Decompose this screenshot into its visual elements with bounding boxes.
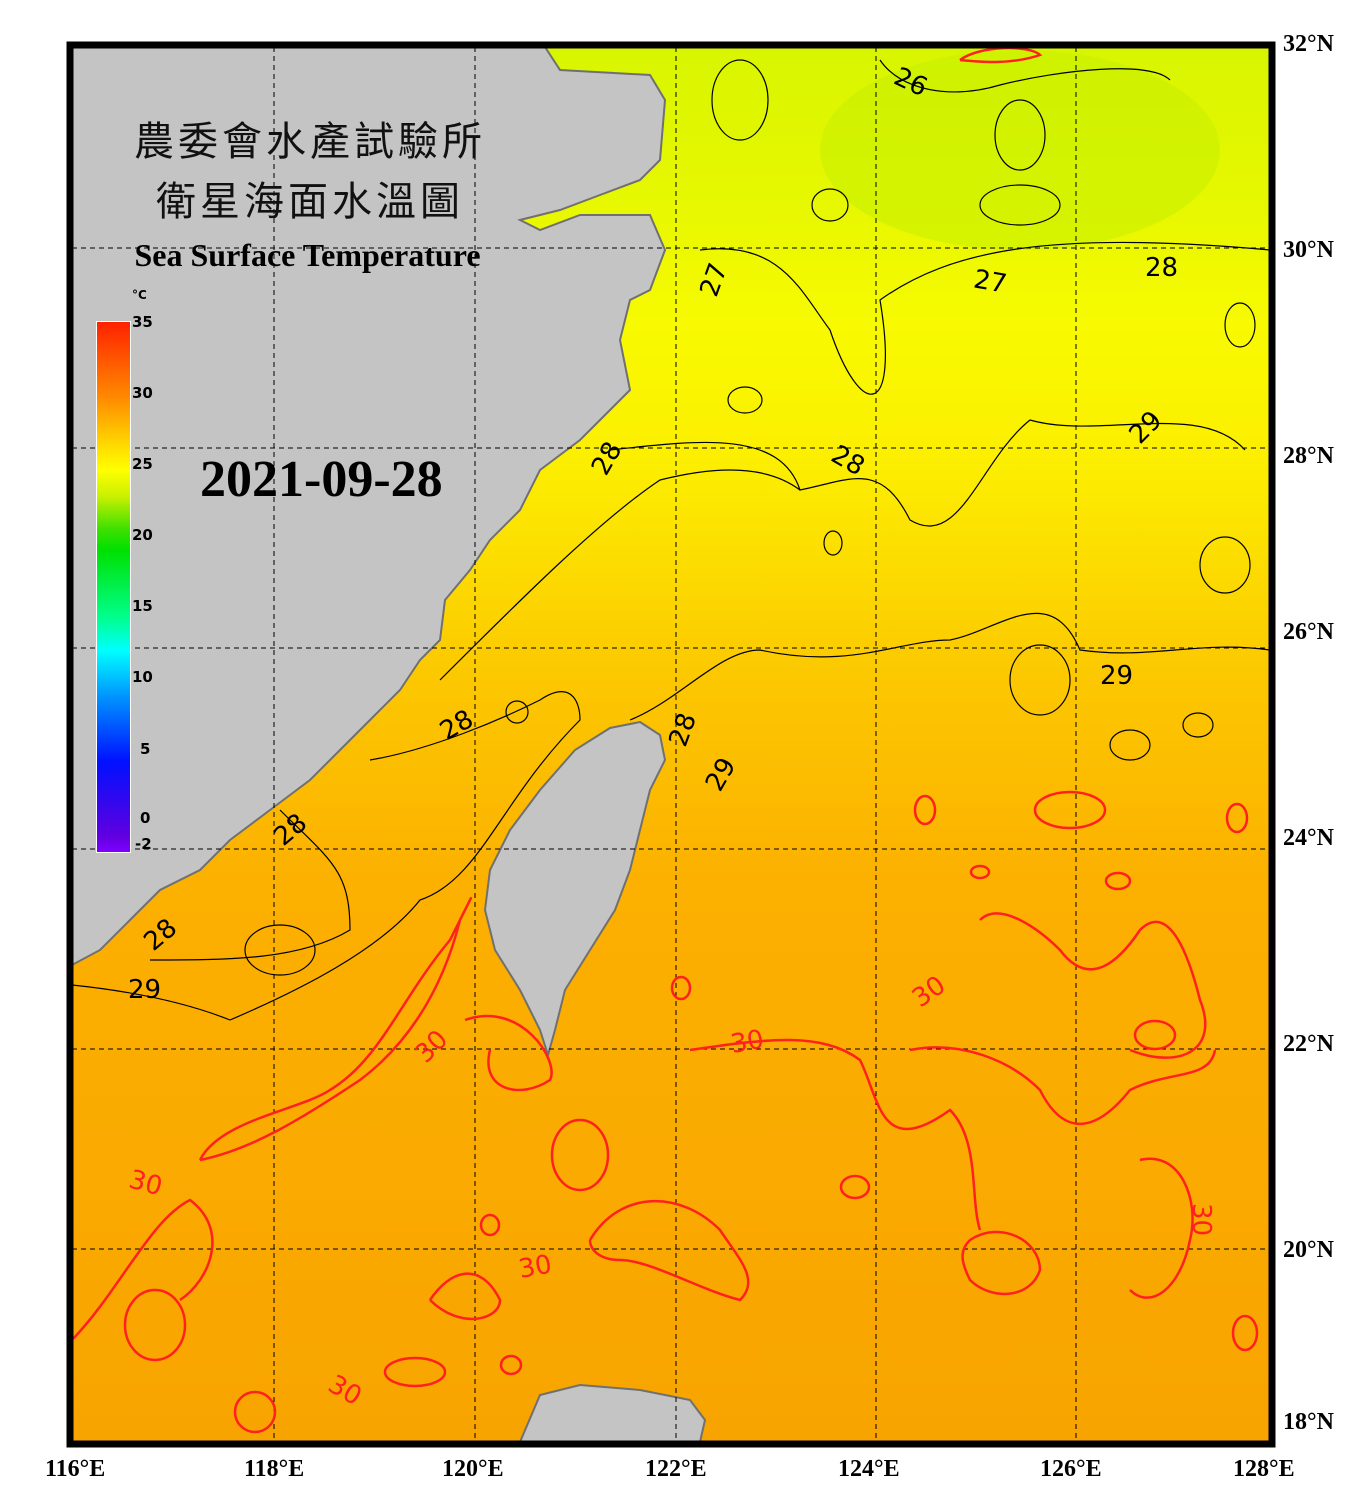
contour-label-30: 30 [728, 1025, 766, 1060]
lon-label: 122°E [645, 1456, 707, 1482]
contour-label: 28 [1145, 253, 1178, 283]
lat-label: 28°N [1283, 443, 1334, 469]
colorbar-tick: 20 [132, 526, 153, 544]
graticule [72, 47, 1270, 1442]
cool-patch [820, 50, 1220, 250]
lat-label: 24°N [1283, 825, 1334, 851]
lon-label: 116°E [45, 1456, 106, 1482]
lat-label: 22°N [1283, 1031, 1334, 1057]
title-chinese-line1: 農委會水產試驗所 [134, 119, 486, 165]
lon-label: 126°E [1040, 1456, 1102, 1482]
lat-label: 26°N [1283, 619, 1334, 645]
lon-label: 120°E [442, 1456, 504, 1482]
contour-label: 27 [971, 264, 1009, 299]
colorbar-tick: 10 [132, 668, 153, 686]
lat-label: 20°N [1283, 1237, 1334, 1263]
contour-label: 29 [128, 975, 161, 1005]
title-english: Sea Surface Temperature [134, 237, 481, 273]
colorbar-unit: °C [132, 288, 147, 302]
lon-label: 128°E [1233, 1456, 1295, 1482]
colorbar [96, 321, 131, 853]
colorbar-tick: -2 [135, 835, 152, 853]
colorbar-tick: 15 [132, 597, 153, 615]
map-date: 2021-09-28 [200, 451, 443, 508]
contours-red-30 [71, 46, 1259, 1434]
title-chinese-line2: 衛星海面水溫圖 [156, 179, 464, 225]
lat-label: 30°N [1283, 237, 1334, 263]
colorbar-tick: 5 [140, 740, 151, 758]
lon-label: 118°E [244, 1456, 305, 1482]
lon-label: 124°E [838, 1456, 900, 1482]
colorbar-tick: 30 [132, 384, 153, 402]
colorbar-tick: 35 [132, 313, 153, 331]
contour-label: 29 [1100, 661, 1133, 691]
colorbar-tick: 0 [140, 809, 151, 827]
lat-label: 32°N [1283, 31, 1334, 57]
map-frame [66, 41, 1276, 1448]
lat-label: 18°N [1283, 1409, 1334, 1435]
contours-black [71, 59, 1271, 1021]
contour-label-30: 30 [1186, 1203, 1216, 1236]
colorbar-tick: 25 [132, 455, 153, 473]
land-luzon [518, 1383, 707, 1443]
contour-label-30: 30 [516, 1250, 554, 1285]
